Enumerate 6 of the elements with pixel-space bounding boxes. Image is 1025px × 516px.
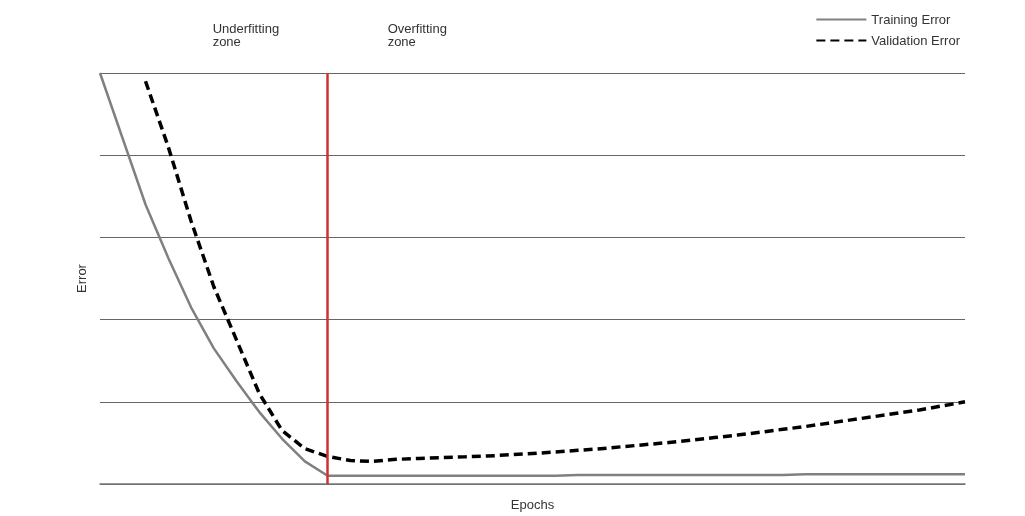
text: Underfitting zone	[212, 21, 280, 49]
text: Overfitting zone	[387, 21, 447, 49]
y-axis-title: Error	[74, 263, 89, 293]
legend-label: Training Error	[871, 12, 952, 27]
legend-label: Validation Error	[871, 33, 961, 48]
x-axis-title: Epochs	[510, 497, 555, 512]
